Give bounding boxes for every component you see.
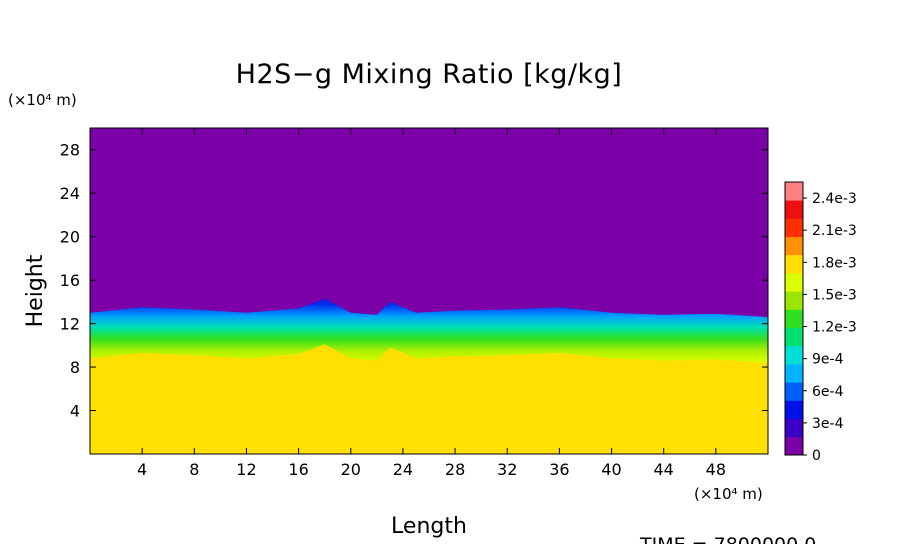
colorbar-segment bbox=[785, 382, 803, 401]
colorbar-segment bbox=[785, 309, 803, 328]
x-tick-label: 16 bbox=[288, 460, 308, 479]
x-axis-ticks: 4 8 12 16 20 24 28 32 36 40 44 48 bbox=[137, 128, 726, 479]
colorbar-segment bbox=[785, 273, 803, 292]
colorbar-tick-label: 9e-4 bbox=[812, 352, 844, 368]
x-axis-unit-label: (×10⁴ m) bbox=[694, 485, 763, 503]
colorbar-segment bbox=[785, 200, 803, 219]
colorbar-segment bbox=[785, 254, 803, 274]
colorbar-segment bbox=[785, 291, 803, 310]
x-tick-label: 20 bbox=[341, 460, 361, 479]
colorbar-tick-label: 2.1e-3 bbox=[812, 223, 857, 239]
colorbar-segment bbox=[785, 182, 803, 201]
time-readout: TIME = 7800000.0 bbox=[639, 534, 816, 544]
colorbar-frame bbox=[784, 181, 804, 456]
colorbar-segment bbox=[785, 436, 803, 456]
colorbar: 0 3e-4 6e-4 9e-4 1.2e-3 1.5e-3 1.8e-3 2.1e-3 2.4… bbox=[784, 181, 857, 464]
chart-title: H2S−g Mixing Ratio [kg/kg] bbox=[236, 59, 623, 90]
y-tick-label: 4 bbox=[70, 402, 80, 421]
colorbar-tick-label: 2.4e-3 bbox=[812, 191, 857, 207]
colorbar-tick-label: 1.8e-3 bbox=[812, 255, 857, 271]
x-tick-label: 36 bbox=[549, 460, 569, 479]
colorbar-segment bbox=[785, 400, 803, 419]
y-tick-label: 12 bbox=[60, 315, 80, 334]
y-tick-label: 16 bbox=[60, 271, 80, 290]
y-tick-label: 28 bbox=[60, 141, 80, 160]
colorbar-segment bbox=[785, 218, 803, 237]
x-tick-label: 24 bbox=[393, 460, 413, 479]
plot-frame bbox=[89, 127, 769, 455]
heatmap-upper-region bbox=[90, 128, 768, 318]
y-axis-label: Height bbox=[23, 254, 48, 327]
x-tick-label: 40 bbox=[601, 460, 621, 479]
colorbar-segment bbox=[785, 236, 803, 256]
heatmap-plot-area bbox=[90, 128, 768, 454]
colorbar-tick-label: 6e-4 bbox=[812, 384, 844, 400]
x-tick-label: 44 bbox=[654, 460, 674, 479]
x-axis-label: Length bbox=[391, 514, 467, 539]
y-axis-ticks: 4 8 12 16 20 24 28 bbox=[60, 141, 768, 421]
colorbar-segment bbox=[785, 327, 803, 347]
colorbar-segment bbox=[785, 364, 803, 383]
x-tick-label: 12 bbox=[236, 460, 256, 479]
colorbar-tick-label: 1.5e-3 bbox=[812, 287, 857, 303]
colorbar-tick-label: 3e-4 bbox=[812, 416, 844, 432]
colorbar-tick-label: 0 bbox=[812, 448, 821, 464]
y-tick-label: 20 bbox=[60, 228, 80, 247]
colorbar-segment bbox=[785, 418, 803, 438]
x-tick-label: 8 bbox=[189, 460, 199, 479]
y-tick-label: 8 bbox=[70, 358, 80, 377]
y-axis-unit-label: (×10⁴ m) bbox=[8, 91, 77, 109]
colorbar-tick-label: 1.2e-3 bbox=[812, 320, 857, 336]
y-tick-label: 24 bbox=[60, 184, 80, 203]
x-tick-label: 48 bbox=[706, 460, 726, 479]
x-tick-label: 28 bbox=[445, 460, 465, 479]
x-tick-label: 32 bbox=[497, 460, 517, 479]
x-tick-label: 4 bbox=[137, 460, 147, 479]
colorbar-segment bbox=[785, 345, 803, 365]
